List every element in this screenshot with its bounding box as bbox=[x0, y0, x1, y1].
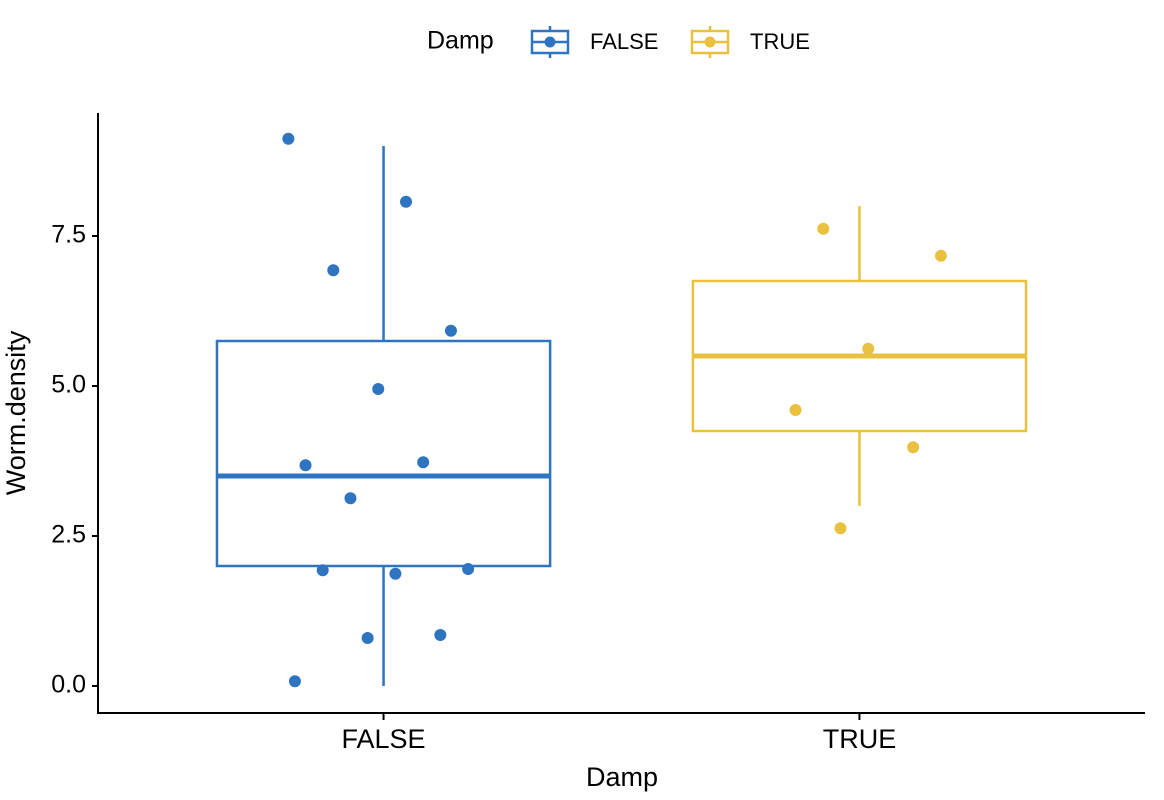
y-tick-label: 0.0 bbox=[51, 671, 86, 699]
y-axis-label: Worm.density bbox=[1, 330, 31, 495]
point bbox=[316, 564, 329, 577]
point bbox=[361, 632, 374, 644]
legend-key bbox=[544, 36, 556, 48]
point bbox=[327, 264, 340, 277]
point bbox=[862, 342, 875, 355]
x-tick-label: TRUE bbox=[823, 724, 897, 754]
point bbox=[817, 222, 830, 235]
point bbox=[834, 522, 847, 535]
point bbox=[344, 492, 357, 505]
y-tick-label: 5.0 bbox=[51, 371, 86, 399]
x-axis-label: Damp bbox=[586, 762, 658, 792]
y-tick-label: 2.5 bbox=[51, 521, 86, 549]
legend-label: FALSE bbox=[590, 29, 658, 54]
point bbox=[934, 249, 947, 262]
point bbox=[444, 324, 457, 337]
point bbox=[462, 563, 475, 575]
point bbox=[282, 132, 295, 145]
point bbox=[389, 567, 402, 580]
legend-title: Damp bbox=[427, 27, 494, 55]
point bbox=[288, 675, 301, 688]
y-tick-label: 7.5 bbox=[51, 221, 86, 249]
legend-label: TRUE bbox=[750, 29, 810, 54]
point bbox=[789, 404, 802, 416]
point bbox=[907, 441, 920, 454]
point bbox=[434, 629, 447, 641]
point bbox=[372, 383, 385, 395]
box bbox=[215, 339, 552, 568]
x-tick-label: FALSE bbox=[342, 724, 426, 754]
point bbox=[417, 456, 430, 469]
point bbox=[299, 459, 312, 472]
legend-key bbox=[704, 36, 716, 48]
point bbox=[400, 195, 413, 208]
